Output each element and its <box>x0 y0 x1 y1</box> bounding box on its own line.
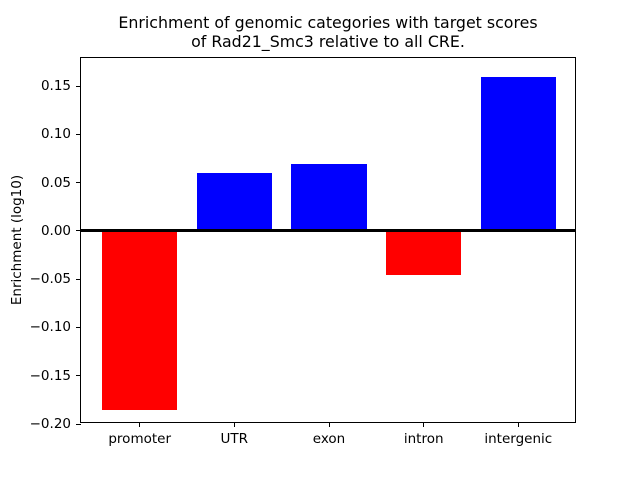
zero-line <box>81 229 575 233</box>
y-tick-mark <box>76 278 81 280</box>
y-tick-label: −0.05 <box>29 271 71 288</box>
chart-title-line-2: of Rad21_Smc3 relative to all CRE. <box>191 32 465 51</box>
bar-promoter <box>101 230 178 411</box>
y-tick-label: 0.15 <box>40 78 71 94</box>
chart-title-line-1: Enrichment of genomic categories with ta… <box>118 13 538 32</box>
y-tick-label: 0.10 <box>40 126 71 143</box>
x-tick-mark <box>233 422 235 427</box>
x-tick-mark <box>517 422 519 427</box>
x-tick-mark <box>328 422 330 427</box>
y-tick-label: −0.20 <box>29 416 71 432</box>
y-tick-label: 0.05 <box>40 174 71 191</box>
bar-UTR <box>196 172 273 231</box>
x-tick-mark <box>423 422 425 427</box>
bar-intergenic <box>480 77 557 231</box>
y-tick-mark <box>76 85 81 87</box>
y-tick-label: −0.10 <box>29 319 71 336</box>
x-tick-label-promoter: promoter <box>108 431 172 447</box>
y-tick-label: −0.15 <box>29 367 71 384</box>
x-tick-label-exon: exon <box>312 431 346 447</box>
y-tick-mark <box>76 375 81 377</box>
y-tick-mark <box>76 423 81 425</box>
y-tick-mark <box>76 133 81 135</box>
x-tick-mark <box>139 422 141 427</box>
y-tick-mark <box>76 182 81 184</box>
y-tick-mark <box>76 230 81 232</box>
x-tick-label-intron: intron <box>403 431 444 447</box>
plot-area: 0.15 0.10 0.05 0.00 −0.05 −0.10 −0.15 −0.20 pro… <box>30 57 576 447</box>
x-tick-label-intergenic: intergenic <box>484 431 553 447</box>
y-tick-mark <box>76 326 81 328</box>
bar-intron <box>385 230 462 276</box>
bar-exon <box>291 164 367 231</box>
chart-title: Enrichment of genomic categories with ta… <box>80 13 576 51</box>
y-tick-label: 0.00 <box>40 222 71 239</box>
x-tick-label-UTR: UTR <box>220 431 249 447</box>
